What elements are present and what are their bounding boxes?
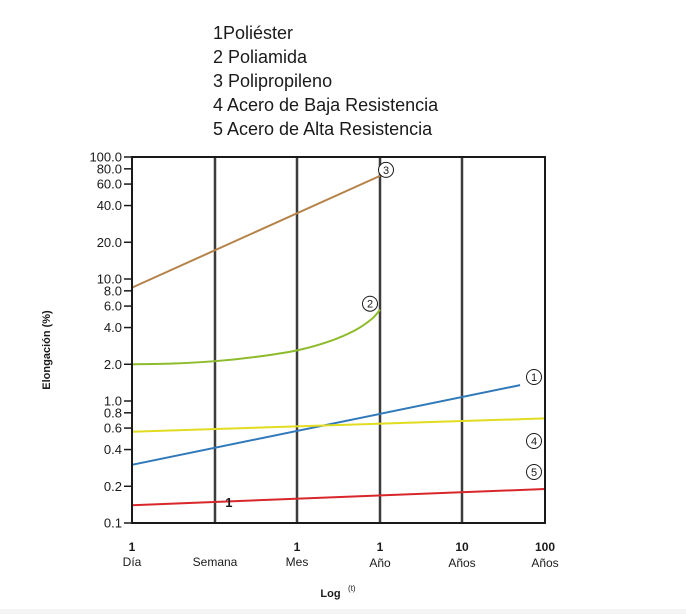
x-tick-number-100anos: 100 [535,540,555,554]
y-tick-label: 6.0 [104,299,122,314]
series-marker-label: 5 [531,467,537,479]
series-marker-3: 3 [378,161,394,178]
y-tick-label: 60.0 [97,177,122,192]
y-tick-label: 0.8 [104,405,122,420]
series-layer [131,174,546,507]
legend: 1Poliéster 2 Poliamida 3 Polipropileno 4 Ac… [213,23,439,139]
series-marker-circle [526,369,542,385]
series-marker-label: 3 [383,165,389,177]
legend-entry-3: 3 Polipropileno [213,71,332,91]
x-tick-unit-10anos: Años [448,556,475,570]
y-axis-label: Elongación (%) [41,310,53,390]
x-tick-number-10anos: 10 [455,540,469,554]
x-tick-unit-dia: Día [123,555,142,569]
y-tick-label: 10.0 [97,272,122,287]
x-tick-unit-100anos: Años [531,556,558,570]
y-tick-label: 2.0 [104,357,122,372]
series-marker-label: 2 [367,299,373,311]
series-line-4 [131,417,546,433]
annotation-label: 1 [225,495,232,510]
legend-entry-1: 1Poliéster [213,23,293,43]
x-tick-number-ano: 1 [377,540,384,554]
x-tick-unit-ano: Año [369,556,391,570]
y-tick-label: 80.0 [97,161,122,176]
y-tick-label: 8.0 [104,283,122,298]
series-marker-2: 2 [362,295,378,312]
series-marker-circle [362,295,378,312]
series-line-2 [131,309,381,366]
series-marker-label: 1 [531,372,537,384]
y-tick-label: 100.0 [89,150,122,165]
x-axis-label: Log (t) [320,584,356,601]
x-axis-label-main: Log [320,588,340,600]
series-markers: 3 2 1 4 5 [362,161,542,480]
y-axis: 100.080.060.0 40.0 20.0 10.08.06.0 4.0 2.0 1.0… [89,150,132,531]
y-tick-label: 0.2 [104,479,122,494]
y-tick-label: 0.1 [104,516,122,531]
series-marker-circle [526,464,542,480]
x-tick-unit-semana: Semana [193,555,238,569]
y-tick-label: 4.0 [104,320,122,335]
x-axis-label-superscript: (t) [348,584,356,593]
series-line-3 [131,174,381,289]
y-tick-label: 20.0 [97,235,122,250]
series-marker-circle [378,161,394,178]
legend-entry-5: 5 Acero de Alta Resistencia [213,119,433,139]
series-marker-1: 1 [526,369,542,385]
series-marker-5: 5 [526,464,542,480]
legend-entry-2: 2 Poliamida [213,47,308,67]
y-tick-label: 0.4 [104,442,122,457]
series-marker-circle [526,433,542,449]
y-tick-label: 0.6 [104,421,122,436]
series-line-5 [131,488,546,507]
legend-entry-4: 4 Acero de Baja Resistencia [213,95,439,115]
series-marker-4: 4 [526,433,542,449]
annotations: 1 [225,495,232,510]
x-tick-number-mes: 1 [294,540,301,554]
series-marker-label: 4 [531,436,537,448]
x-tick-number-dia: 1 [129,540,136,554]
y-tick-label: 40.0 [97,198,122,213]
y-tick-label: 1.0 [104,394,122,409]
plot-frame [131,156,546,524]
x-tick-unit-mes: Mes [286,555,309,569]
grid [213,157,464,523]
